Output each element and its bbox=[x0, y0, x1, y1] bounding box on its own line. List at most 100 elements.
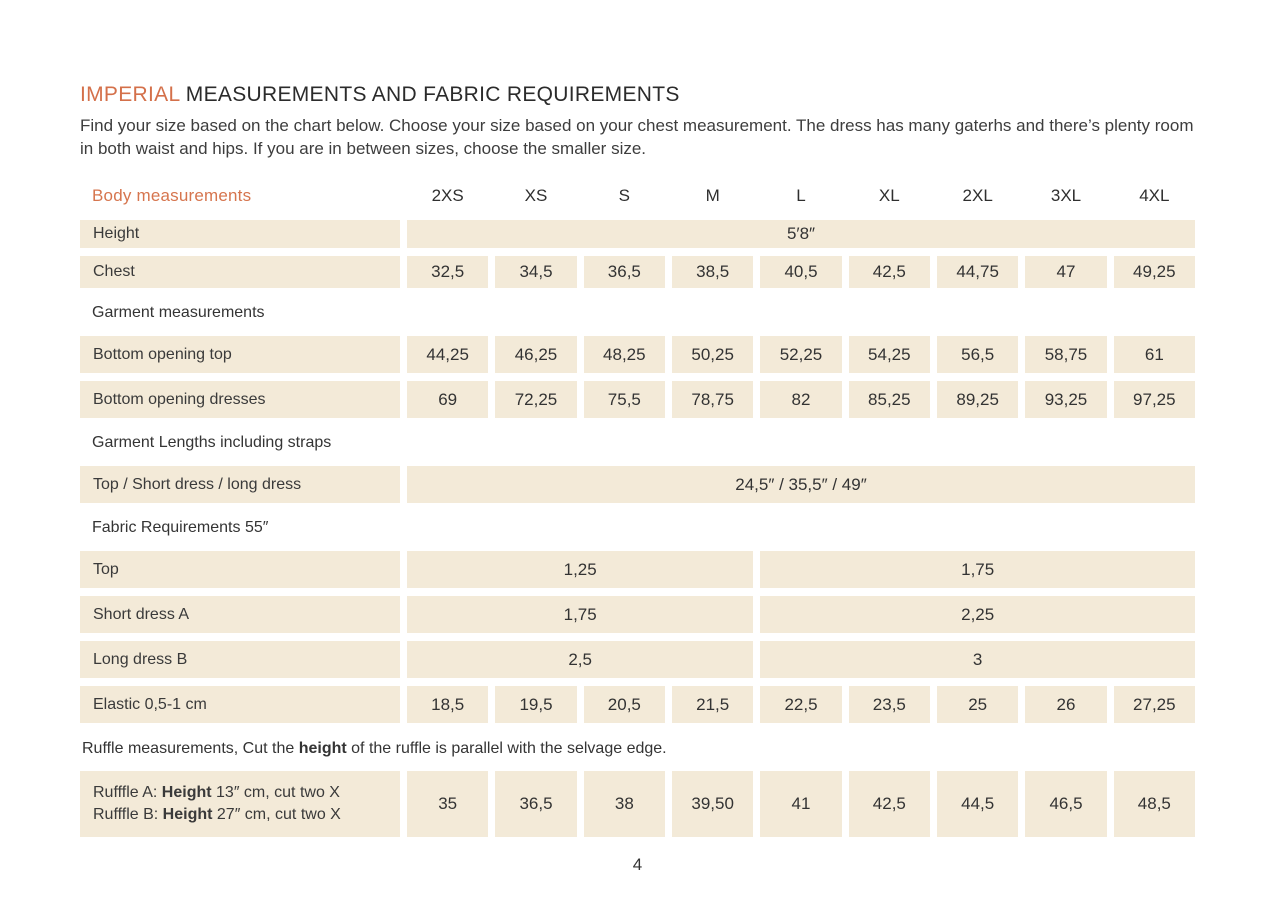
table-body: Height 5′8″ Chest 32,5 34,5 36,5 38,5 40,5 42,5 4… bbox=[80, 220, 1195, 837]
value-cell-bottom-opening-dresses-4: 78,75 bbox=[672, 381, 754, 418]
row-label-fabric-top: Top bbox=[80, 551, 400, 588]
size-header-4xl: 4XL bbox=[1139, 186, 1170, 205]
row-label-height: Height bbox=[80, 220, 400, 248]
table-row-height: Height 5′8″ bbox=[80, 220, 1195, 248]
text-segment: Ruffle measurements, Cut the bbox=[82, 740, 299, 757]
intro-paragraph: Find your size based on the chart below.… bbox=[80, 116, 1194, 158]
value-cell-bottom-opening-top-2: 46,25 bbox=[495, 336, 577, 373]
value-cell-bottom-opening-dresses-9: 97,25 bbox=[1113, 381, 1195, 418]
value-cell-fabric-top-2: 1,75 bbox=[760, 551, 1195, 588]
row-label-chest: Chest bbox=[80, 256, 400, 288]
size-header-xs: XS bbox=[524, 186, 548, 205]
value-cell-garment-lengths-1: 24,5″ / 35,5″ / 49″ bbox=[407, 466, 1195, 503]
table-row-chest: Chest 32,5 34,5 36,5 38,5 40,5 42,5 44,75 47 49,2… bbox=[80, 256, 1195, 288]
row-label-garment-lengths: Top / Short dress / long dress bbox=[80, 466, 400, 503]
document-page: IMPERIAL MEASUREMENTS AND FABRIC REQUIRE… bbox=[80, 83, 1195, 874]
size-header-3xl: 3XL bbox=[1050, 186, 1082, 205]
page-number: 4 bbox=[632, 855, 643, 874]
text-segment: of the ruffle is parallel with the selva… bbox=[346, 740, 667, 757]
row-label-lines: Rufffle A: Height 13″ cm, cut two X Rufff… bbox=[93, 782, 341, 826]
value-cell-ruffle-6: 42,5 bbox=[848, 771, 930, 837]
page-title-accent: IMPERIAL bbox=[80, 83, 180, 106]
bold-text: Height bbox=[161, 784, 212, 801]
text-segment: 13″ cm, cut two X bbox=[211, 784, 340, 801]
value-cell-fabric-long-dress-b-1: 2,5 bbox=[407, 641, 754, 678]
value-cell-ruffle-1: 35 bbox=[407, 771, 489, 837]
value-cell-elastic-7: 25 bbox=[937, 686, 1019, 723]
value-cell-bottom-opening-dresses-3: 75,5 bbox=[583, 381, 665, 418]
value-cell-fabric-top-1: 1,25 bbox=[407, 551, 754, 588]
value-cell-elastic-6: 23,5 bbox=[848, 686, 930, 723]
value-cell-bottom-opening-dresses-1: 69 bbox=[407, 381, 489, 418]
table-row-fabric-short-dress-a: Short dress A 1,75 2,25 bbox=[80, 596, 1195, 633]
value-cell-ruffle-7: 44,5 bbox=[937, 771, 1019, 837]
table-row-ruffle: Rufffle A: Height 13″ cm, cut two X Rufff… bbox=[80, 771, 1195, 837]
row-label-ruffle: Rufffle A: Height 13″ cm, cut two X Rufff… bbox=[80, 771, 400, 837]
text-segment: Rufffle A: bbox=[93, 784, 162, 801]
value-cell-bottom-opening-top-8: 58,75 bbox=[1025, 336, 1107, 373]
page-title: IMPERIAL MEASUREMENTS AND FABRIC REQUIRE… bbox=[80, 83, 1195, 107]
table-row-garment-lengths: Top / Short dress / long dress 24,5″ / 35… bbox=[80, 466, 1195, 503]
value-cell-ruffle-8: 46,5 bbox=[1025, 771, 1107, 837]
bold-text: Height bbox=[162, 806, 213, 823]
value-cell-bottom-opening-dresses-8: 93,25 bbox=[1025, 381, 1107, 418]
value-cell-bottom-opening-top-7: 56,5 bbox=[937, 336, 1019, 373]
value-cell-chest-3: 36,5 bbox=[583, 256, 665, 288]
value-cell-elastic-5: 22,5 bbox=[760, 686, 842, 723]
value-cell-fabric-long-dress-b-2: 3 bbox=[760, 641, 1195, 678]
value-cell-bottom-opening-top-9: 61 bbox=[1113, 336, 1195, 373]
value-cell-height-1: 5′8″ bbox=[407, 220, 1195, 248]
bold-text: height bbox=[298, 740, 347, 757]
value-cell-bottom-opening-top-3: 48,25 bbox=[583, 336, 665, 373]
table-header-row: Body measurements 2XS XS S M L XL 2XL 3XL 4XL bbox=[80, 186, 1195, 206]
label-line-1: Rufffle A: Height 13″ cm, cut two X bbox=[93, 782, 341, 804]
size-header-l: L bbox=[796, 186, 806, 205]
table-row-elastic: Elastic 0,5-1 cm 18,5 19,5 20,5 21,5 22,5 23,5… bbox=[80, 686, 1195, 723]
value-cell-chest-6: 42,5 bbox=[848, 256, 930, 288]
value-cell-elastic-3: 20,5 bbox=[583, 686, 665, 723]
value-cell-chest-5: 40,5 bbox=[760, 256, 842, 288]
value-cell-bottom-opening-dresses-6: 85,25 bbox=[848, 381, 930, 418]
value-cell-ruffle-2: 36,5 bbox=[495, 771, 577, 837]
value-cell-elastic-1: 18,5 bbox=[407, 686, 489, 723]
row-label-fabric-long-dress-b: Long dress B bbox=[80, 641, 400, 678]
row-label-elastic: Elastic 0,5-1 cm bbox=[80, 686, 400, 723]
size-header-xl: XL bbox=[878, 186, 900, 205]
value-cell-ruffle-5: 41 bbox=[760, 771, 842, 837]
value-cell-bottom-opening-top-1: 44,25 bbox=[407, 336, 489, 373]
value-cell-chest-9: 49,25 bbox=[1113, 256, 1195, 288]
value-cell-bottom-opening-dresses-2: 72,25 bbox=[495, 381, 577, 418]
label-line-2: Rufffle B: Height 27″ cm, cut two X bbox=[93, 804, 341, 826]
value-cell-bottom-opening-dresses-5: 82 bbox=[760, 381, 842, 418]
page-title-rest: MEASUREMENTS AND FABRIC REQUIREMENTS bbox=[185, 83, 680, 106]
table-row-fabric-long-dress-b: Long dress B 2,5 3 bbox=[80, 641, 1195, 678]
value-cell-fabric-short-dress-a-2: 2,25 bbox=[760, 596, 1195, 633]
size-header-2xs: 2XS bbox=[431, 186, 464, 205]
value-cell-bottom-opening-top-4: 50,25 bbox=[672, 336, 754, 373]
value-cell-bottom-opening-top-6: 54,25 bbox=[848, 336, 930, 373]
table-row-bottom-opening-dresses: Bottom opening dresses 69 72,25 75,5 78,75 82… bbox=[80, 381, 1195, 418]
ruffle-note: Ruffle measurements, Cut the height of t… bbox=[80, 740, 1195, 758]
value-cell-chest-8: 47 bbox=[1025, 256, 1107, 288]
value-cell-elastic-4: 21,5 bbox=[672, 686, 754, 723]
value-cell-elastic-9: 27,25 bbox=[1113, 686, 1195, 723]
value-cell-bottom-opening-top-5: 52,25 bbox=[760, 336, 842, 373]
body-measurements-header: Body measurements bbox=[92, 186, 252, 205]
table-row-fabric-top: Top 1,25 1,75 bbox=[80, 551, 1195, 588]
value-cell-chest-4: 38,5 bbox=[672, 256, 754, 288]
size-header-2xl: 2XL bbox=[962, 186, 993, 205]
value-cell-bottom-opening-dresses-7: 89,25 bbox=[937, 381, 1019, 418]
value-cell-elastic-8: 26 bbox=[1025, 686, 1107, 723]
size-header-s: S bbox=[618, 186, 630, 205]
section-heading-garment-lengths-including-straps: Garment Lengths including straps bbox=[92, 434, 332, 451]
value-cell-chest-7: 44,75 bbox=[937, 256, 1019, 288]
row-label-fabric-short-dress-a: Short dress A bbox=[80, 596, 400, 633]
row-label-bottom-opening-dresses: Bottom opening dresses bbox=[80, 381, 400, 418]
value-cell-fabric-short-dress-a-1: 1,75 bbox=[407, 596, 754, 633]
size-header-m: M bbox=[705, 186, 720, 205]
value-cell-chest-2: 34,5 bbox=[495, 256, 577, 288]
section-heading-fabric-requirements-55: Fabric Requirements 55″ bbox=[92, 519, 269, 536]
text-segment: 27″ cm, cut two X bbox=[212, 806, 341, 823]
row-label-bottom-opening-top: Bottom opening top bbox=[80, 336, 400, 373]
value-cell-ruffle-9: 48,5 bbox=[1113, 771, 1195, 837]
